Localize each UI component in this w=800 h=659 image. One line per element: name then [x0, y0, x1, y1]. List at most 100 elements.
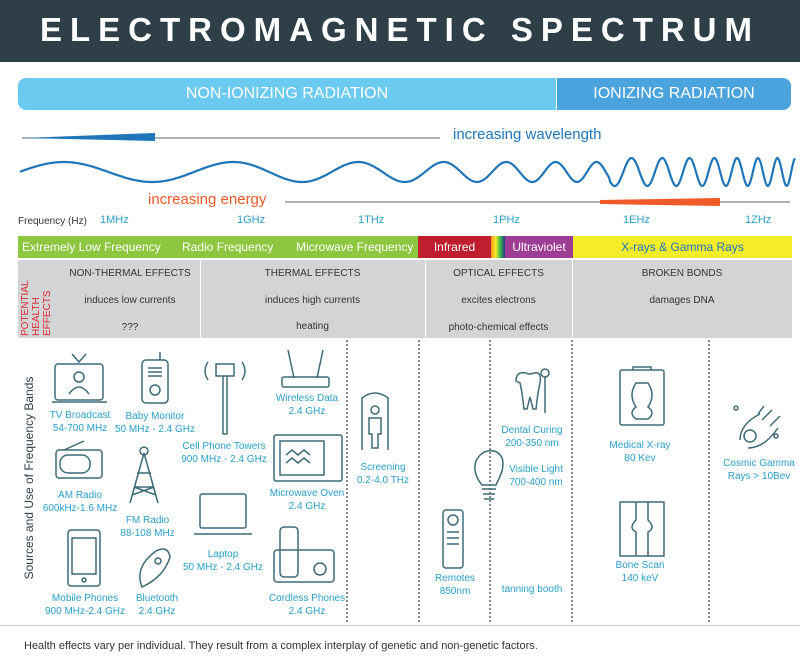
xray-icon — [619, 366, 665, 426]
health-heading: OPTICAL EFFECTS — [453, 268, 544, 279]
divider — [418, 340, 420, 622]
source-label: Bone Scan 140 keV — [595, 559, 685, 585]
health-line: damages DNA — [649, 295, 715, 306]
source-label: Cosmic Gamma Rays > 10Bev — [718, 457, 800, 483]
source-value: 700-400 nm — [509, 477, 563, 488]
health-line: ??? — [121, 322, 139, 333]
health-effects-panel — [18, 260, 792, 338]
comet-icon — [733, 405, 781, 449]
source-label: Microwave Oven 2.4 GHz — [262, 487, 352, 513]
band-xray-gamma: X-rays & Gamma Rays — [573, 236, 792, 258]
source-value: 2.4 GHz — [288, 406, 326, 417]
wave-line — [19, 156, 796, 188]
source-name: Laptop — [207, 549, 239, 560]
source-name: Medical X-ray — [609, 440, 671, 451]
source-name: FM Radio — [125, 515, 170, 526]
health-line: induces high currents — [264, 295, 361, 306]
source-label: AM Radio 600kHz-1.6 MHz — [35, 489, 125, 515]
band-infrared: Infrared — [418, 236, 491, 258]
source-label: Screening 0.2-4.0 THz — [350, 461, 416, 487]
source-label: tanning booth — [492, 583, 572, 596]
band-radio: Radio Frequency — [182, 240, 274, 254]
band-elf: Extremely Low Frequency — [22, 240, 161, 254]
laptop-icon — [194, 493, 252, 535]
source-name: Cell Phone Towers — [182, 441, 266, 452]
cell-tower-icon — [204, 361, 246, 435]
health-line: photo-chemical effects — [448, 322, 549, 333]
radio-tower-icon — [129, 446, 159, 504]
light-bulb-icon — [474, 449, 504, 500]
source-name: Baby Monitor — [125, 411, 185, 422]
freq-tick: 1ZHz — [745, 214, 772, 226]
source-label: Remotes 850nm — [425, 572, 485, 598]
divider — [708, 340, 710, 622]
source-value: 850nm — [439, 586, 471, 597]
source-value: 88-108 MHz — [120, 528, 175, 539]
tv-icon — [52, 353, 107, 403]
wavelength-label: increasing wavelength — [453, 126, 602, 143]
source-name: Cordless Phones — [268, 593, 346, 604]
visible-spectrum-strip — [491, 236, 505, 258]
source-label: FM Radio 88-108 MHz — [110, 514, 185, 540]
freq-tick: 1THz — [358, 214, 385, 226]
divider — [572, 260, 573, 338]
frequency-axis-label: Frequency (Hz) — [18, 216, 87, 227]
source-name: Visible Light — [509, 464, 563, 475]
ionizing-region: IONIZING RADIATION — [557, 78, 791, 110]
tooth-icon — [515, 368, 550, 413]
divider — [200, 260, 201, 338]
health-line: excites electrons — [461, 295, 536, 306]
body-scanner-icon — [361, 392, 389, 450]
source-name: Remotes — [434, 573, 475, 584]
microwave-icon — [273, 434, 343, 482]
footer-divider — [0, 625, 800, 626]
source-value: 900 MHz - 2.4 GHz — [181, 454, 267, 465]
band-ultraviolet: Ultraviolet — [505, 236, 573, 258]
source-name: Bluetooth — [135, 593, 179, 604]
divider — [346, 340, 348, 622]
health-heading: THERMAL EFFECTS — [264, 268, 361, 279]
source-label: Visible Light 700-400 nm — [500, 463, 572, 489]
source-label: Laptop 50 MHz - 2.4 GHz — [178, 548, 268, 574]
source-value: 900 MHz-2.4 GHz — [44, 606, 126, 617]
source-value: 50 MHz - 2.4 GHz — [182, 562, 264, 573]
health-line: induces low currents — [84, 295, 176, 306]
wave-graphic — [19, 133, 796, 206]
freq-tick: 1PHz — [493, 214, 520, 226]
divider — [489, 340, 491, 622]
source-value: 200-350 nm — [505, 438, 559, 449]
source-label: Mobile Phones 900 MHz-2.4 GHz — [40, 592, 130, 618]
source-name: Microwave Oven — [269, 488, 345, 499]
bone-icon — [619, 501, 665, 557]
source-name: Mobile Phones — [51, 593, 119, 604]
phone-icon — [67, 529, 101, 587]
source-value: 0.2-4.0 THz — [356, 475, 410, 486]
source-name: Wireless Data — [275, 393, 339, 404]
source-name: TV Broadcast — [49, 410, 111, 421]
source-value: 80 Kev — [624, 453, 656, 464]
freq-tick: 1GHz — [237, 214, 266, 226]
health-heading: BROKEN BONDS — [641, 268, 723, 279]
energy-label: increasing energy — [148, 191, 267, 208]
health-heading: NON-THERMAL EFFECTS — [69, 268, 191, 279]
source-value: 2.4 GHz — [288, 606, 326, 617]
source-name: tanning booth — [501, 584, 563, 595]
energy-arrowhead — [600, 198, 720, 206]
band-microwave: Microwave Frequency — [296, 240, 414, 254]
divider — [571, 340, 573, 622]
source-value: 50 MHz - 2.4 GHz — [114, 424, 196, 435]
source-value: 2.4 GHz — [138, 606, 176, 617]
source-name: AM Radio — [58, 490, 102, 501]
page-title: ELECTROMAGNETIC SPECTRUM — [0, 0, 800, 62]
source-label: Bluetooth 2.4 GHz — [122, 592, 192, 618]
divider — [425, 260, 426, 338]
source-label: Dental Curing 200-350 nm — [492, 424, 572, 450]
source-value: 54-700 MHz — [52, 423, 108, 434]
source-label: Medical X-ray 80 Kev — [595, 439, 685, 465]
band-radio-group — [18, 236, 418, 258]
source-value: 140 keV — [621, 573, 659, 584]
source-label: Cordless Phones 2.4 GHz — [262, 592, 352, 618]
source-name: Dental Curing — [501, 425, 563, 436]
health-line: heating — [296, 321, 329, 332]
